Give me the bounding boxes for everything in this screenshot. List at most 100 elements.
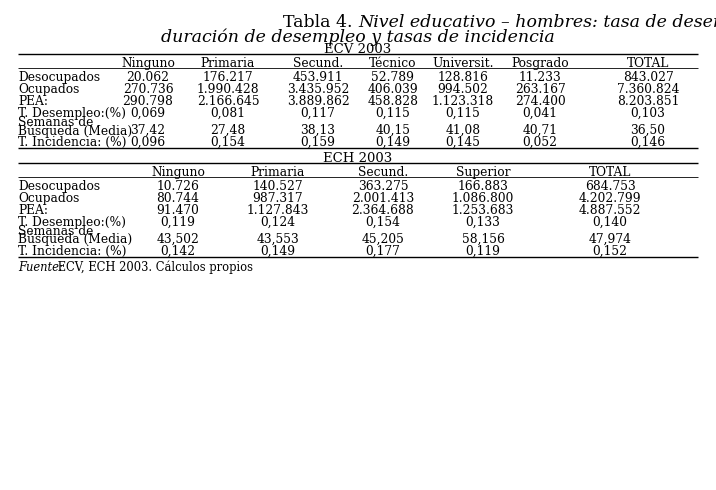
Text: T. Incidencia: (%): T. Incidencia: (%) xyxy=(18,245,127,258)
Text: Primaria: Primaria xyxy=(200,57,255,70)
Text: 290.798: 290.798 xyxy=(122,95,173,108)
Text: 52.789: 52.789 xyxy=(372,71,415,84)
Text: TOTAL: TOTAL xyxy=(626,57,669,70)
Text: 47,974: 47,974 xyxy=(589,233,632,246)
Text: 40,71: 40,71 xyxy=(523,124,558,137)
Text: Posgrado: Posgrado xyxy=(511,57,569,70)
Text: 406.039: 406.039 xyxy=(367,83,418,96)
Text: 40,15: 40,15 xyxy=(375,124,410,137)
Text: T. Desempleo:(%): T. Desempleo:(%) xyxy=(18,216,126,229)
Text: PEA:: PEA: xyxy=(18,204,48,217)
Text: 8.203.851: 8.203.851 xyxy=(616,95,679,108)
Text: Ocupados: Ocupados xyxy=(18,83,79,96)
Text: Tabla 4.: Tabla 4. xyxy=(283,14,358,31)
Text: 0,142: 0,142 xyxy=(160,245,195,258)
Text: 363.275: 363.275 xyxy=(358,180,408,193)
Text: 166.883: 166.883 xyxy=(458,180,508,193)
Text: 3.435.952: 3.435.952 xyxy=(287,83,349,96)
Text: Ninguno: Ninguno xyxy=(151,166,205,179)
Text: 0,159: 0,159 xyxy=(301,136,336,149)
Text: 1.123.318: 1.123.318 xyxy=(432,95,494,108)
Text: PEA:: PEA: xyxy=(18,95,48,108)
Text: 4.887.552: 4.887.552 xyxy=(579,204,642,217)
Text: 0,081: 0,081 xyxy=(211,107,246,120)
Text: Desocupados: Desocupados xyxy=(18,180,100,193)
Text: 43,553: 43,553 xyxy=(256,233,299,246)
Text: 37,42: 37,42 xyxy=(130,124,165,137)
Text: Semanas de: Semanas de xyxy=(18,116,93,129)
Text: 0,154: 0,154 xyxy=(211,136,246,149)
Text: Búsqueda (Media): Búsqueda (Media) xyxy=(18,124,132,138)
Text: 128.816: 128.816 xyxy=(437,71,488,84)
Text: 2.001.413: 2.001.413 xyxy=(352,192,414,205)
Text: Fuente:: Fuente: xyxy=(18,261,63,274)
Text: 263.167: 263.167 xyxy=(515,83,566,96)
Text: 4.202.799: 4.202.799 xyxy=(579,192,642,205)
Text: 1.253.683: 1.253.683 xyxy=(452,204,514,217)
Text: 1.990.428: 1.990.428 xyxy=(197,83,259,96)
Text: 0,117: 0,117 xyxy=(301,107,335,120)
Text: 0,119: 0,119 xyxy=(160,216,195,229)
Text: 0,103: 0,103 xyxy=(631,107,665,120)
Text: ECV, ECH 2003. Cálculos propios: ECV, ECH 2003. Cálculos propios xyxy=(54,261,253,274)
Text: 11.233: 11.233 xyxy=(518,71,561,84)
Text: 274.400: 274.400 xyxy=(515,95,566,108)
Text: 0,149: 0,149 xyxy=(261,245,296,258)
Text: Secund.: Secund. xyxy=(358,166,408,179)
Text: 0,115: 0,115 xyxy=(376,107,410,120)
Text: Semanas de: Semanas de xyxy=(18,225,93,238)
Text: 10.726: 10.726 xyxy=(157,180,200,193)
Text: Secund.: Secund. xyxy=(293,57,343,70)
Text: Ninguno: Ninguno xyxy=(121,57,175,70)
Text: TOTAL: TOTAL xyxy=(589,166,632,179)
Text: Nivel educativo – hombres: tasa de desempleo,: Nivel educativo – hombres: tasa de desem… xyxy=(358,14,716,31)
Text: 43,502: 43,502 xyxy=(157,233,200,246)
Text: Técnico: Técnico xyxy=(369,57,417,70)
Text: T. Incidencia: (%): T. Incidencia: (%) xyxy=(18,136,127,149)
Text: 20.062: 20.062 xyxy=(127,71,170,84)
Text: 0,152: 0,152 xyxy=(593,245,627,258)
Text: 994.502: 994.502 xyxy=(437,83,488,96)
Text: 0,145: 0,145 xyxy=(445,136,480,149)
Text: 0,177: 0,177 xyxy=(366,245,400,258)
Text: 684.753: 684.753 xyxy=(585,180,635,193)
Text: 0,069: 0,069 xyxy=(130,107,165,120)
Text: 38,13: 38,13 xyxy=(301,124,336,137)
Text: 0,133: 0,133 xyxy=(465,216,500,229)
Text: 0,149: 0,149 xyxy=(375,136,410,149)
Text: 2.166.645: 2.166.645 xyxy=(197,95,259,108)
Text: 0,115: 0,115 xyxy=(445,107,480,120)
Text: 0,124: 0,124 xyxy=(261,216,296,229)
Text: duración de desempleo y tasas de incidencia: duración de desempleo y tasas de inciden… xyxy=(161,29,555,47)
Text: 3.889.862: 3.889.862 xyxy=(286,95,349,108)
Text: 0,052: 0,052 xyxy=(523,136,558,149)
Text: 140.527: 140.527 xyxy=(253,180,304,193)
Text: 843.027: 843.027 xyxy=(623,71,673,84)
Text: Desocupados: Desocupados xyxy=(18,71,100,84)
Text: 7.360.824: 7.360.824 xyxy=(616,83,679,96)
Text: 0,119: 0,119 xyxy=(465,245,500,258)
Text: 453.911: 453.911 xyxy=(293,71,343,84)
Text: 45,205: 45,205 xyxy=(362,233,405,246)
Text: 1.127.843: 1.127.843 xyxy=(247,204,309,217)
Text: 41,08: 41,08 xyxy=(445,124,480,137)
Text: 91.470: 91.470 xyxy=(157,204,200,217)
Text: 0,096: 0,096 xyxy=(130,136,165,149)
Text: 27,48: 27,48 xyxy=(211,124,246,137)
Text: Ocupados: Ocupados xyxy=(18,192,79,205)
Text: 1.086.800: 1.086.800 xyxy=(452,192,514,205)
Text: ECV 2003: ECV 2003 xyxy=(324,43,392,56)
Text: Búsqueda (Media): Búsqueda (Media) xyxy=(18,233,132,246)
Text: 987.317: 987.317 xyxy=(253,192,304,205)
Text: 36,50: 36,50 xyxy=(631,124,665,137)
Text: 80.744: 80.744 xyxy=(157,192,200,205)
Text: 458.828: 458.828 xyxy=(367,95,418,108)
Text: Universit.: Universit. xyxy=(432,57,494,70)
Text: Primaria: Primaria xyxy=(251,166,305,179)
Text: T. Desempleo:(%): T. Desempleo:(%) xyxy=(18,107,126,120)
Text: 0,146: 0,146 xyxy=(630,136,666,149)
Text: ECH 2003: ECH 2003 xyxy=(324,152,392,165)
Text: Superior: Superior xyxy=(456,166,511,179)
Text: 0,140: 0,140 xyxy=(593,216,627,229)
Text: 0,154: 0,154 xyxy=(365,216,400,229)
